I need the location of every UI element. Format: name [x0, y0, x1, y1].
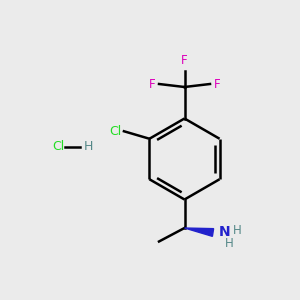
Text: H: H: [84, 140, 93, 154]
Text: H: H: [233, 224, 242, 237]
Text: Cl: Cl: [109, 125, 122, 138]
Text: Cl: Cl: [52, 140, 65, 154]
Text: H: H: [225, 237, 234, 250]
Text: F: F: [181, 54, 188, 67]
Text: F: F: [149, 77, 155, 91]
Text: N: N: [218, 226, 230, 239]
Polygon shape: [184, 228, 214, 236]
Text: F: F: [214, 77, 220, 91]
